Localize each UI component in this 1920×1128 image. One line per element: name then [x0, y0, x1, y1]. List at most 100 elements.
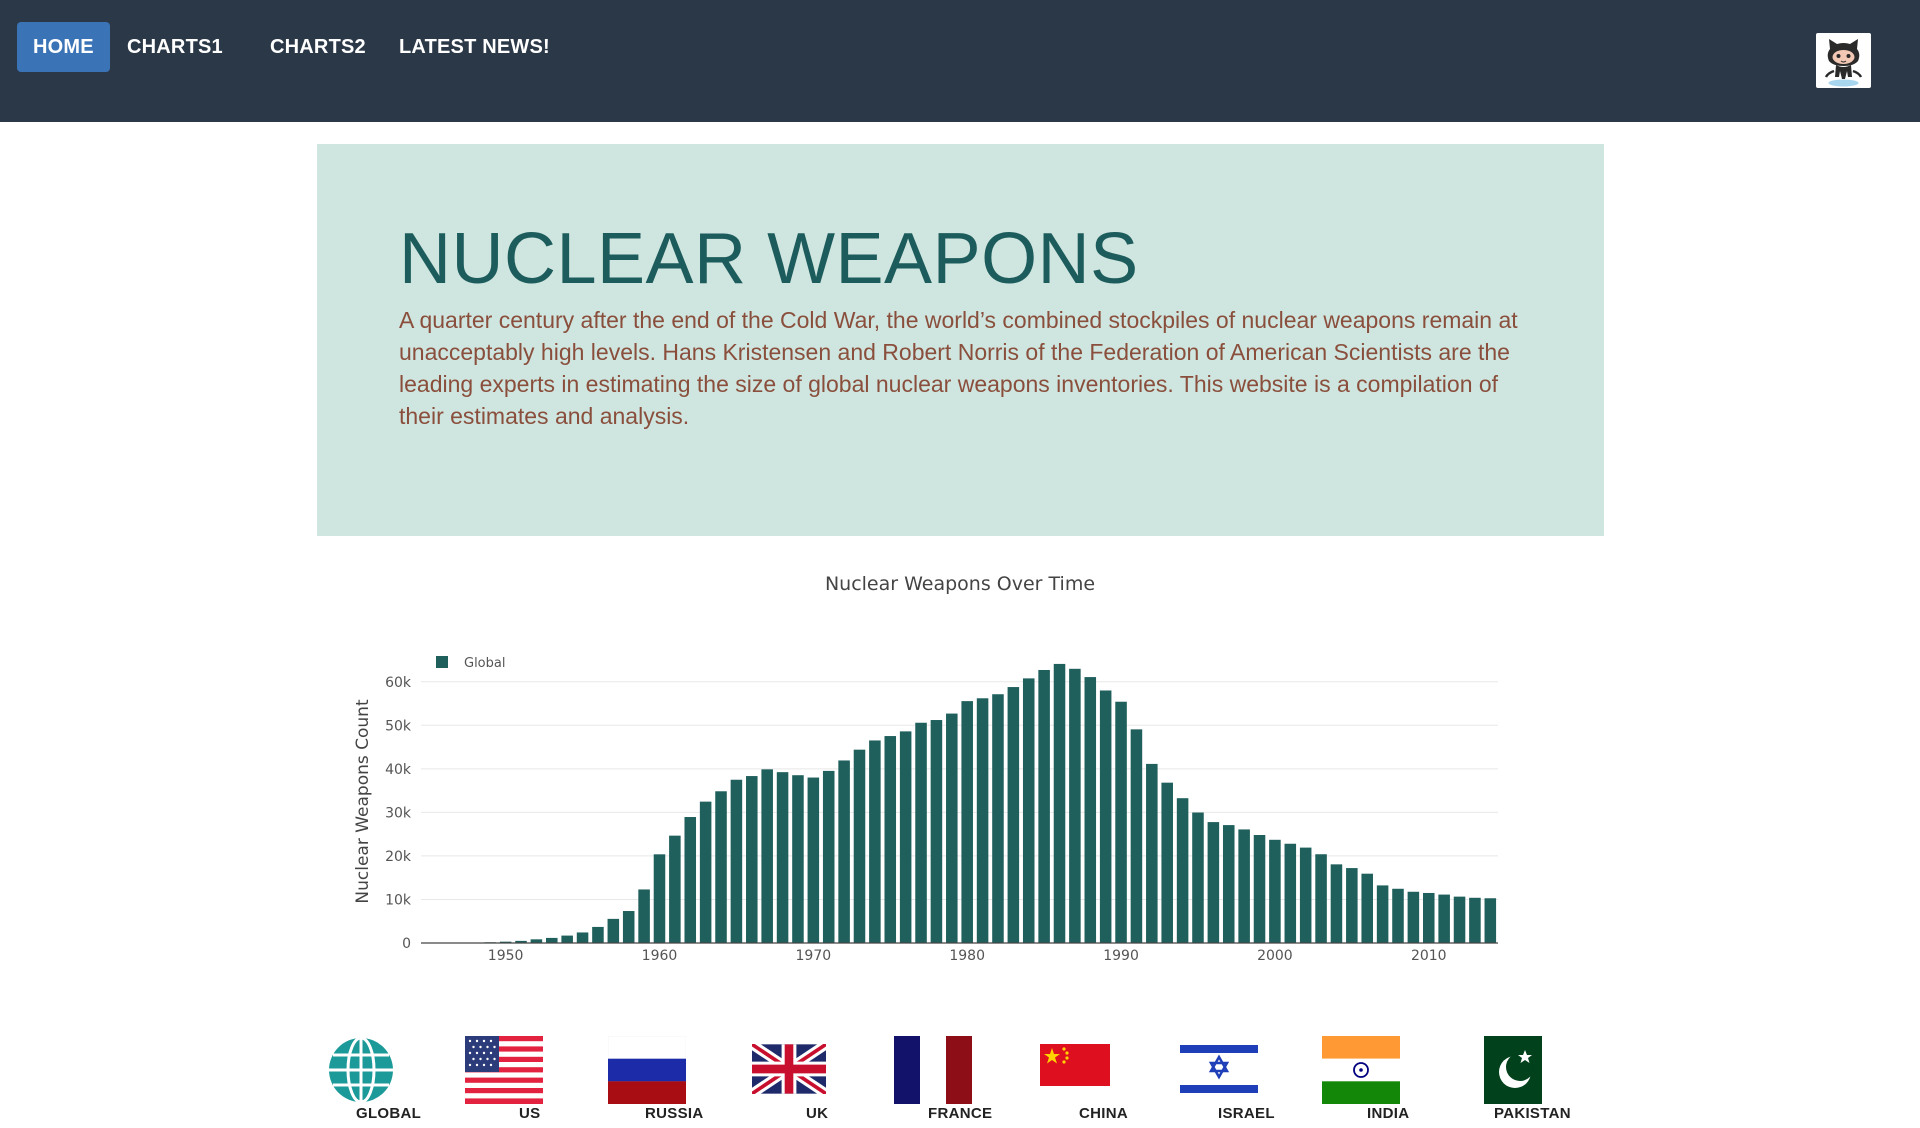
- bar: [499, 941, 512, 943]
- uk-flag-icon: [752, 1044, 826, 1094]
- country-india[interactable]: INDIA: [1318, 1030, 1458, 1128]
- y-tick-label: 0: [402, 936, 411, 952]
- chart-svg: Nuclear Weapons Over Time 0 10k 20k 30k 40k 50…: [353, 573, 1498, 964]
- pakistan-flag-icon: [1484, 1036, 1542, 1104]
- y-tick-label: 60k: [385, 675, 412, 691]
- x-tick-label: 1990: [1103, 948, 1139, 964]
- bar: [669, 835, 681, 943]
- x-tick-label: 1960: [642, 948, 678, 964]
- bar: [792, 775, 804, 943]
- bar: [1407, 891, 1420, 943]
- country-label-india: INDIA: [1367, 1105, 1410, 1122]
- country-label-france: FRANCE: [928, 1105, 993, 1122]
- bar: [730, 779, 743, 943]
- legend-label: Global: [464, 656, 505, 671]
- bar: [807, 777, 820, 943]
- bar: [1176, 798, 1189, 943]
- bar: [1022, 678, 1035, 943]
- bar: [653, 854, 666, 943]
- country-label-russia: RUSSIA: [645, 1105, 704, 1122]
- nav-charts1[interactable]: CHARTS1: [127, 36, 223, 58]
- github-link[interactable]: [1816, 33, 1871, 88]
- bar: [1299, 847, 1312, 943]
- bar: [1069, 668, 1081, 943]
- country-pakistan[interactable]: PAKISTAN: [1462, 1030, 1602, 1128]
- nav-home[interactable]: HOME: [17, 22, 110, 72]
- nav-charts2[interactable]: CHARTS2: [270, 36, 366, 58]
- nav-latest-news[interactable]: LATEST NEWS!: [399, 36, 550, 58]
- bar: [684, 817, 697, 943]
- country-russia[interactable]: RUSSIA: [604, 1030, 744, 1128]
- y-tick-label: 30k: [385, 805, 412, 821]
- y-tick-label: 50k: [385, 718, 412, 734]
- bar: [1207, 822, 1220, 943]
- bar: [1222, 825, 1235, 943]
- bar: [1161, 782, 1173, 943]
- bar: [699, 801, 712, 943]
- bar: [1376, 885, 1389, 943]
- nuclear-weapons-chart: Nuclear Weapons Over Time 0 10k 20k 30k 40k 50…: [340, 560, 1520, 980]
- china-flag-icon: [1040, 1044, 1110, 1086]
- bar: [1361, 873, 1373, 943]
- russia-flag-icon: [608, 1036, 686, 1104]
- y-tick-label: 40k: [385, 762, 412, 778]
- country-china[interactable]: CHINA: [1034, 1030, 1174, 1128]
- bar: [638, 889, 650, 943]
- jumbotron: NUCLEAR WEAPONS A quarter century after …: [317, 144, 1604, 536]
- us-flag-icon: [465, 1036, 543, 1104]
- country-label-israel: ISRAEL: [1218, 1105, 1275, 1122]
- bar: [961, 701, 973, 943]
- bar: [1392, 888, 1404, 943]
- bar: [746, 776, 758, 943]
- page-title: NUCLEAR WEAPONS: [399, 219, 1139, 299]
- bar: [1330, 864, 1343, 943]
- bar: [607, 918, 620, 943]
- country-global[interactable]: GLOBAL: [318, 1030, 458, 1128]
- country-france[interactable]: FRANCE: [890, 1030, 1030, 1128]
- bar: [1053, 663, 1066, 943]
- x-tick-label: 1970: [796, 948, 832, 964]
- country-label-china: CHINA: [1079, 1105, 1128, 1122]
- bar: [546, 937, 558, 943]
- bar: [1469, 897, 1481, 943]
- country-label-global: GLOBAL: [356, 1105, 422, 1122]
- bar: [592, 926, 604, 943]
- bar: [930, 720, 943, 943]
- bar: [515, 940, 527, 943]
- bar: [1422, 892, 1435, 943]
- country-us[interactable]: US: [461, 1030, 601, 1128]
- bar: [1115, 701, 1127, 943]
- bar: [1253, 835, 1266, 943]
- bar: [1484, 898, 1497, 943]
- x-tick-label: 2000: [1257, 948, 1293, 964]
- bar: [1146, 763, 1158, 943]
- bar: [715, 791, 727, 943]
- y-axis-label: Nuclear Weapons Count: [353, 699, 373, 904]
- country-israel[interactable]: ISRAEL: [1176, 1030, 1316, 1128]
- intro-text: A quarter century after the end of the C…: [399, 307, 1518, 429]
- israel-flag-icon: [1180, 1042, 1258, 1096]
- country-label-us: US: [519, 1105, 541, 1122]
- bar: [915, 722, 927, 943]
- y-tick-label: 10k: [385, 892, 412, 908]
- france-flag-icon: [894, 1036, 972, 1104]
- x-tick-label: 2010: [1411, 948, 1447, 964]
- bar: [946, 713, 958, 943]
- bar: [561, 935, 573, 943]
- bar: [992, 694, 1004, 943]
- country-uk[interactable]: UK: [748, 1030, 888, 1128]
- bar: [1238, 829, 1250, 943]
- legend-swatch: [436, 656, 448, 668]
- bar: [838, 760, 850, 943]
- bar: [1007, 687, 1020, 943]
- bar: [1315, 854, 1327, 943]
- bar: [1284, 843, 1297, 943]
- country-label-pakistan: PAKISTAN: [1494, 1105, 1571, 1122]
- bar: [776, 772, 789, 943]
- bar: [1084, 677, 1097, 943]
- bar: [1099, 690, 1112, 943]
- y-tick-label: 20k: [385, 849, 412, 865]
- bar: [1269, 839, 1281, 943]
- chart-title: Nuclear Weapons Over Time: [825, 573, 1095, 595]
- bar: [530, 939, 543, 943]
